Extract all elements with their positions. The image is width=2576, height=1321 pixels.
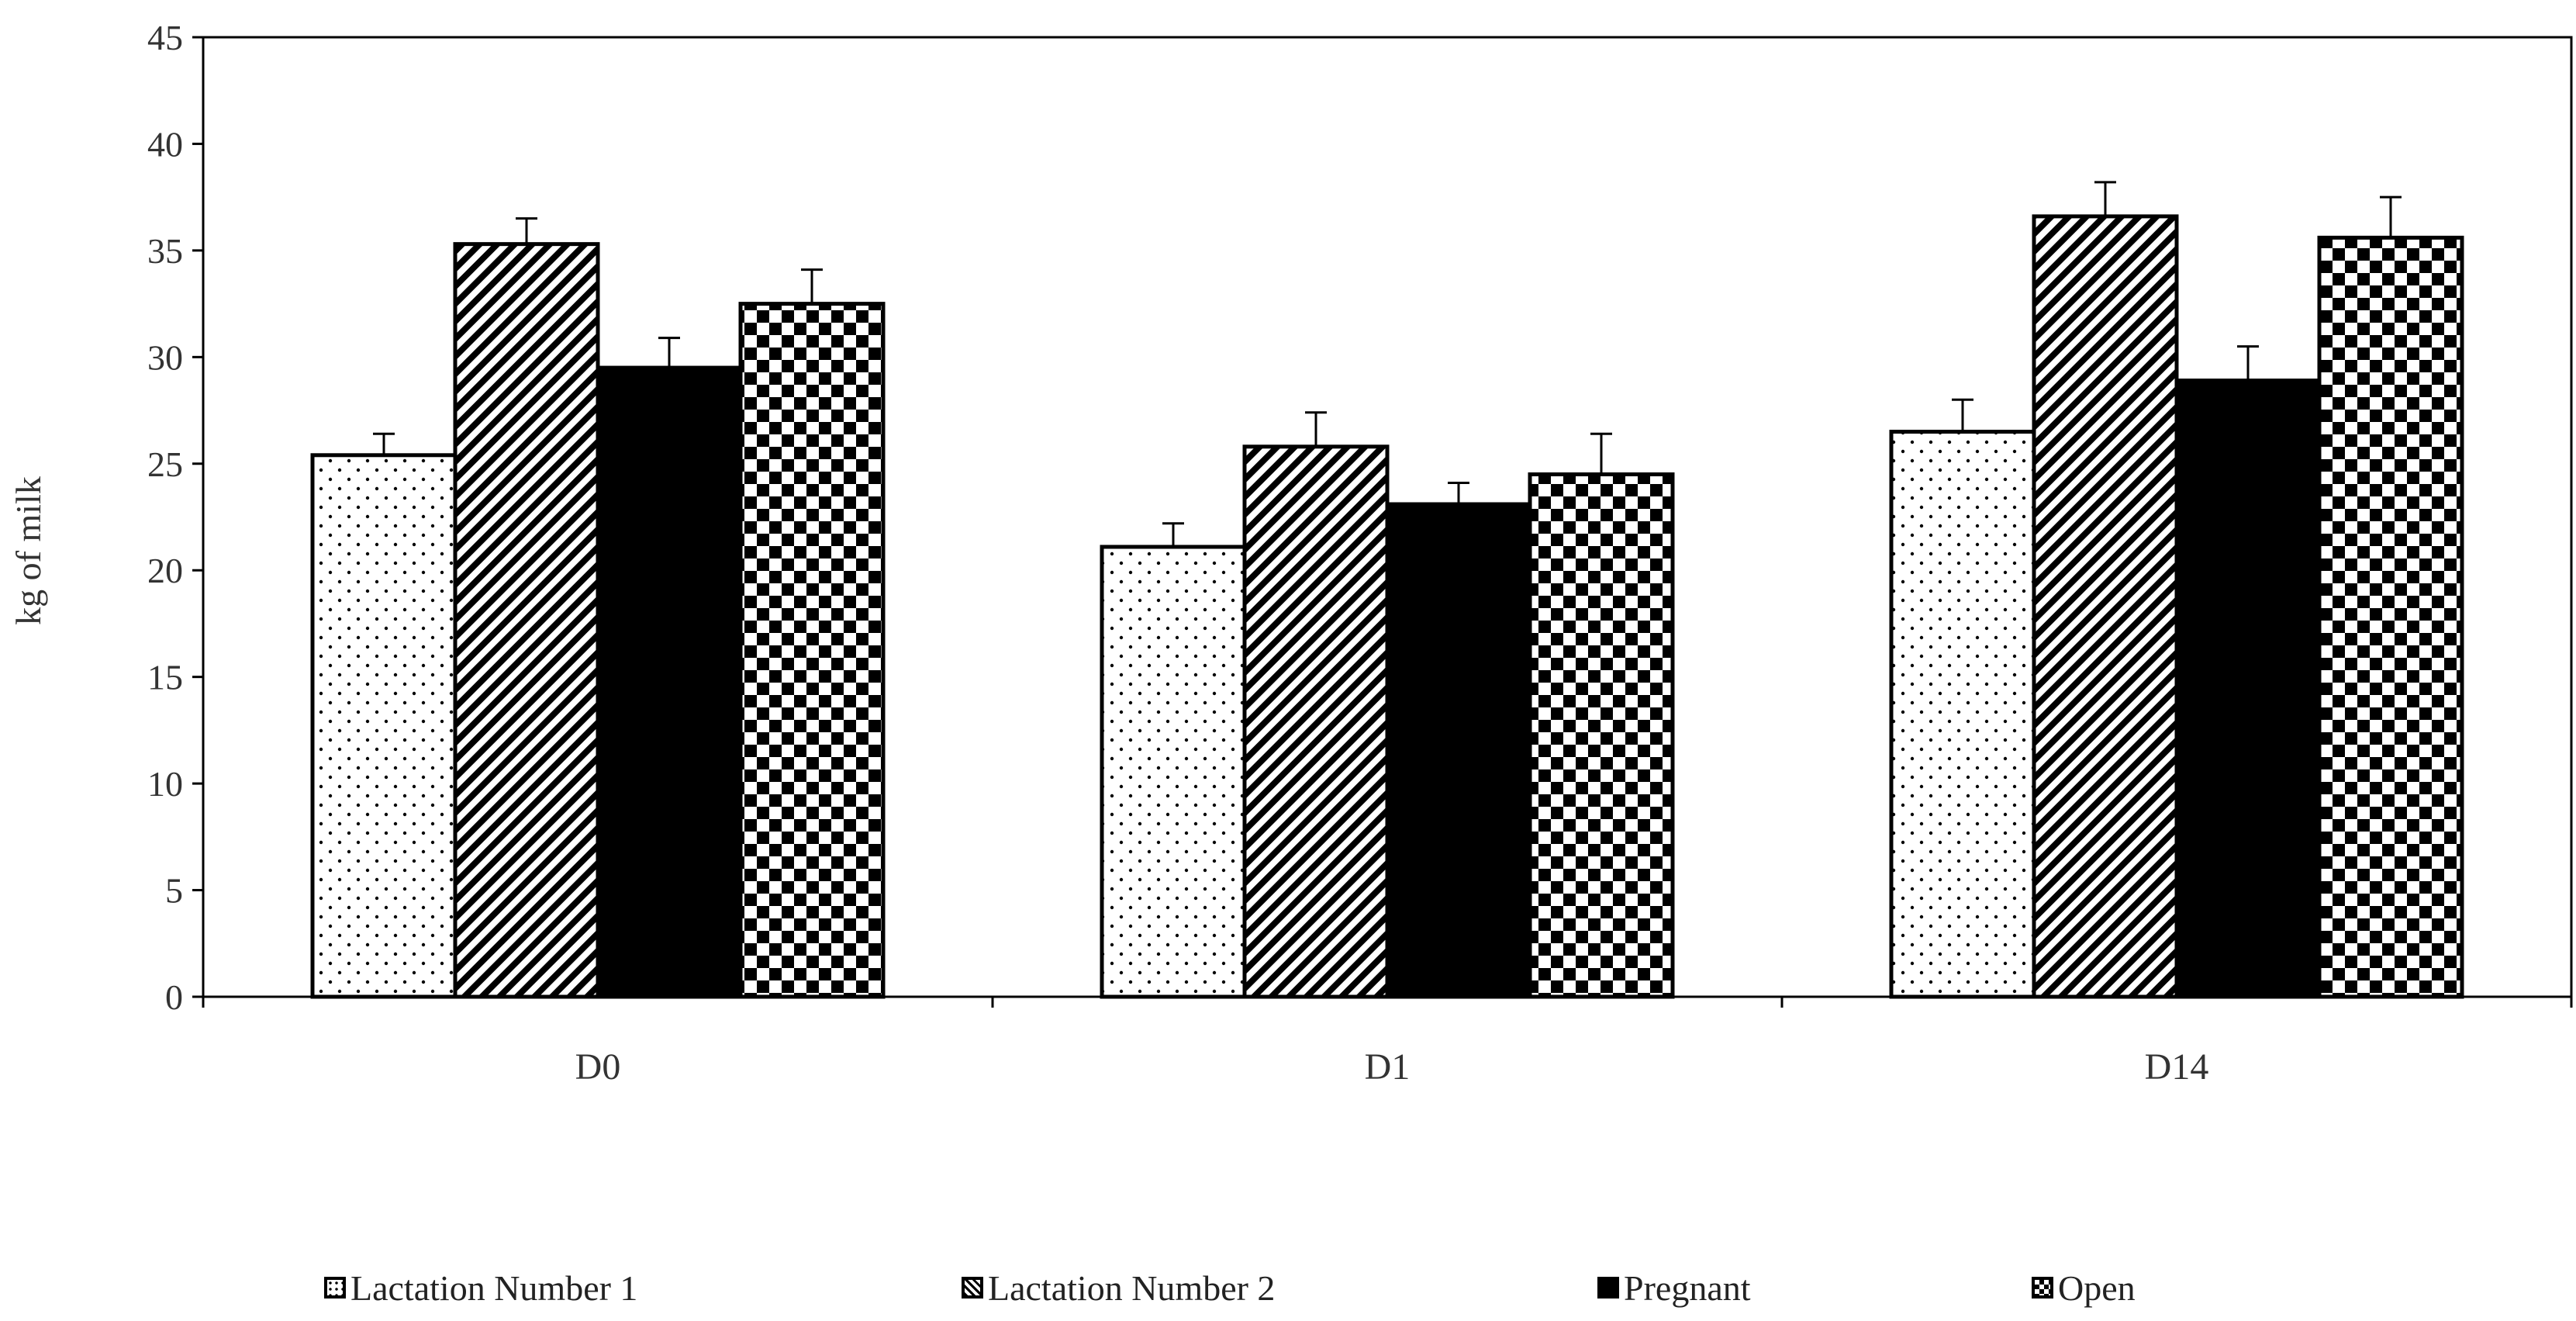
- bar: [453, 242, 600, 999]
- bar: [2174, 379, 2322, 999]
- legend-item: Lactation Number 2: [962, 1257, 1275, 1319]
- bars-group: [310, 214, 2464, 999]
- x-tick-label: D14: [2145, 1046, 2209, 1088]
- y-tick-labels: 0 5 10 15 20 25 30 35 40 45: [147, 18, 183, 1017]
- x-tick-label: D0: [575, 1046, 621, 1088]
- legend-label: Lactation Number 2: [988, 1267, 1276, 1308]
- bar: [1385, 502, 1532, 999]
- error-bars-group: [373, 181, 2402, 547]
- y-tick-label: 0: [165, 977, 183, 1017]
- legend-swatch: [324, 1277, 346, 1299]
- bar: [2317, 235, 2464, 999]
- legend-swatch: [1597, 1277, 1619, 1299]
- y-tick-label: 5: [165, 871, 183, 911]
- legend-label: Lactation Number 1: [350, 1267, 638, 1308]
- legend-label: Open: [2058, 1267, 2136, 1308]
- y-tick-label: 30: [147, 337, 183, 377]
- legend-label: Pregnant: [1624, 1267, 1751, 1308]
- y-tick-label: 20: [147, 551, 183, 590]
- y-tick-label: 45: [147, 18, 183, 57]
- bar: [2032, 214, 2179, 999]
- legend-swatch: [2032, 1277, 2053, 1299]
- y-axis-title: kg of milk: [9, 476, 48, 625]
- legend-swatch: [962, 1277, 983, 1299]
- legend-item: Pregnant: [1597, 1257, 1751, 1319]
- legend: Lactation Number 1 Lactation Number 2 Preg…: [0, 1257, 2576, 1319]
- bar-chart: 0 5 10 15 20 25 30 35 40 45 D0 D1 D14 kg of milk: [9, 18, 2573, 1088]
- bar: [738, 302, 886, 999]
- bar: [1242, 444, 1390, 999]
- bar: [1889, 430, 2036, 999]
- legend-item: Lactation Number 1: [324, 1257, 637, 1319]
- y-tick-label: 15: [147, 658, 183, 697]
- y-tick-label: 10: [147, 764, 183, 804]
- y-tick-label: 40: [147, 124, 183, 164]
- y-tick-label: 25: [147, 444, 183, 484]
- bar: [1100, 545, 1247, 999]
- legend-item: Open: [2032, 1257, 2136, 1319]
- bar: [1528, 472, 1675, 999]
- x-tick-labels: D0 D1 D14: [575, 1046, 2209, 1088]
- y-tick-label: 35: [147, 231, 183, 271]
- bar: [596, 365, 743, 999]
- x-tick-label: D1: [1365, 1046, 1411, 1088]
- bar: [310, 453, 458, 999]
